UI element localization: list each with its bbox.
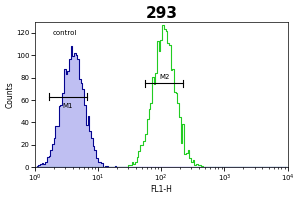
X-axis label: FL1-H: FL1-H — [150, 185, 172, 194]
Text: control: control — [53, 30, 77, 36]
Title: 293: 293 — [145, 6, 177, 21]
Y-axis label: Counts: Counts — [6, 81, 15, 108]
Text: M1: M1 — [63, 103, 73, 109]
Text: M2: M2 — [159, 74, 170, 80]
